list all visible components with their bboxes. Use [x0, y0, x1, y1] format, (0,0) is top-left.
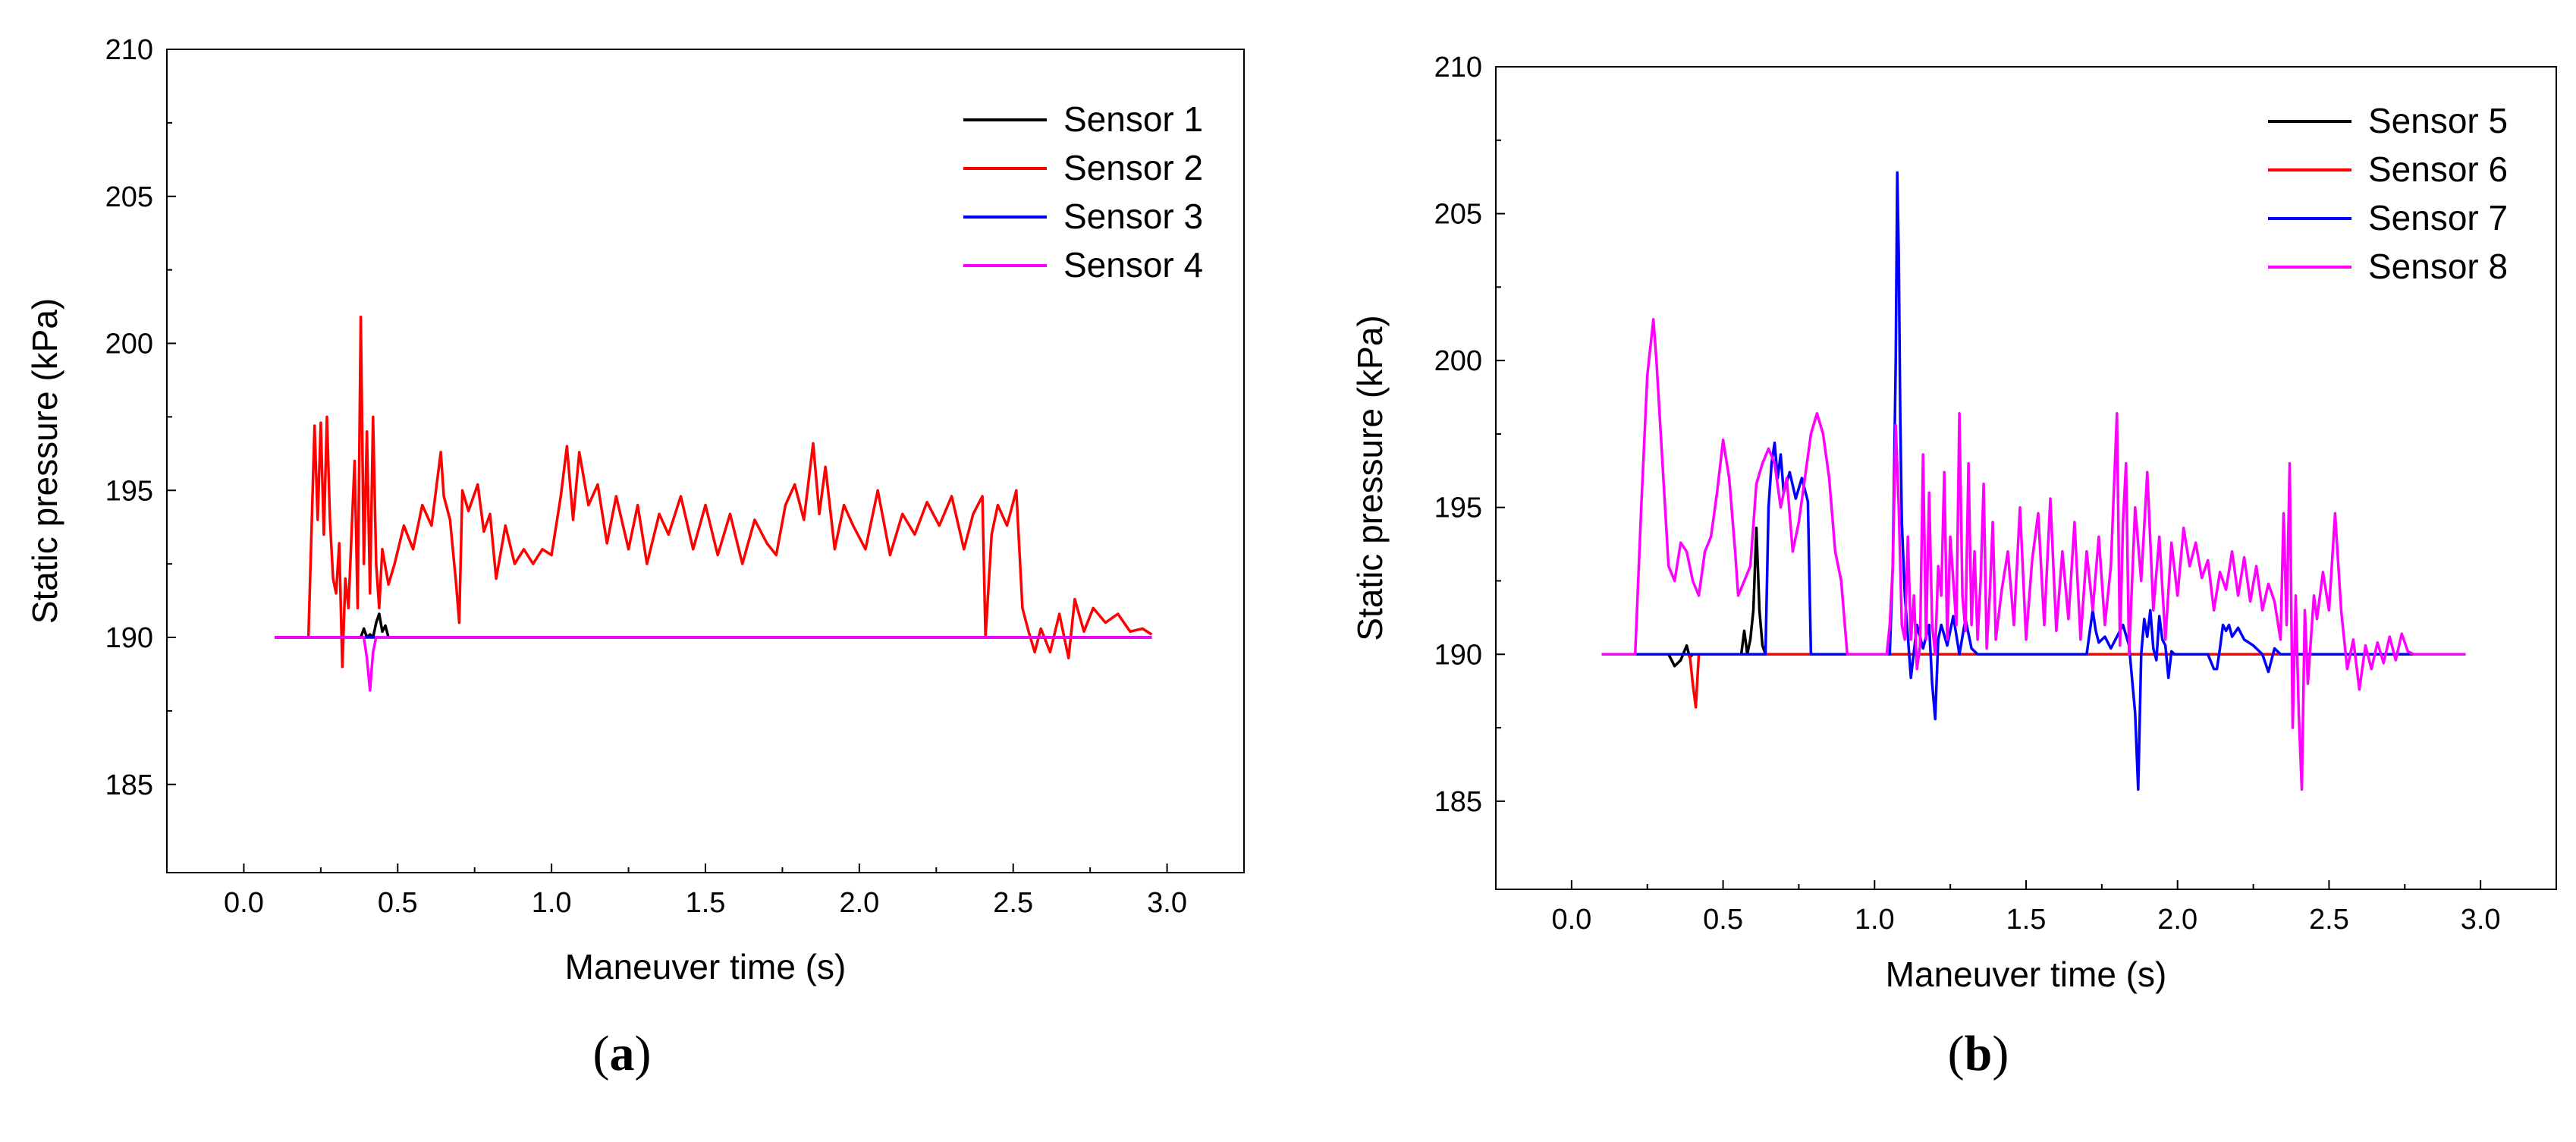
y-tick-label-a: 185 [105, 769, 153, 801]
x-tick-label-b: 2.5 [2309, 904, 2349, 936]
y-tick-label-a: 205 [105, 181, 153, 213]
legend-label-sensor-2: Sensor 2 [1063, 148, 1203, 187]
series-line-sensor-6 [1601, 653, 2466, 709]
legend-a: Sensor 1 Sensor 2 Sensor 3 Sensor 4 [963, 99, 1203, 285]
x-tick-label-b: 3.0 [2461, 904, 2501, 936]
legend-label-sensor-4: Sensor 4 [1063, 245, 1203, 285]
y-axis-label-b: Static pressure (kPa) [1350, 315, 1390, 640]
x-tick-label-b: 0.0 [1551, 904, 1591, 936]
x-tick-label-a: 0.0 [224, 887, 264, 919]
caption-letter: a [610, 1026, 635, 1081]
x-tick-label-b: 0.5 [1703, 904, 1743, 936]
y-tick-label-a: 190 [105, 622, 153, 654]
x-tick-label-a: 1.5 [686, 887, 726, 919]
caption-letter: b [1965, 1026, 1993, 1081]
chart-panel-b: 0.0 0.5 1.0 1.5 2.0 2.5 3.0 185 190 195 200 205 210 M… [1350, 52, 2557, 1081]
y-tick-label-b: 210 [1434, 52, 1482, 83]
chart-panel-a: 0.0 0.5 1.0 1.5 2.0 2.5 3.0 185 190 195 200 205 210 M… [25, 34, 1245, 1081]
panel-caption-b: (b) [1948, 1026, 2009, 1081]
legend-label-sensor-3: Sensor 3 [1063, 197, 1203, 236]
legend-label-sensor-8: Sensor 8 [2368, 247, 2508, 286]
y-tick-label-a: 195 [105, 475, 153, 507]
series-line-sensor-1 [275, 612, 1152, 639]
x-axis-label-a: Maneuver time (s) [565, 947, 847, 986]
series-line-sensor-2 [275, 315, 1153, 669]
y-tick-label-b: 185 [1434, 786, 1482, 818]
x-tick-label-a: 0.5 [378, 887, 418, 919]
series-line-sensor-8 [1601, 318, 2466, 791]
y-tick-label-b: 205 [1434, 199, 1482, 231]
series-line-sensor-7 [1601, 171, 2466, 791]
x-tick-label-a: 2.5 [993, 887, 1033, 919]
series-group-a [275, 315, 1153, 692]
legend-label-sensor-6: Sensor 6 [2368, 149, 2508, 189]
legend-b: Sensor 5 Sensor 6 Sensor 7 Sensor 8 [2268, 101, 2508, 286]
y-tick-label-a: 210 [105, 34, 153, 66]
caption-close-paren: ) [635, 1026, 652, 1081]
legend-label-sensor-7: Sensor 7 [2368, 198, 2508, 238]
x-tick-label-b: 2.0 [2157, 904, 2197, 936]
y-axis-label-a: Static pressure (kPa) [25, 298, 64, 624]
series-group-b [1601, 171, 2466, 791]
panel-caption-a: (a) [593, 1026, 652, 1081]
x-tick-label-b: 1.0 [1855, 904, 1895, 936]
legend-label-sensor-1: Sensor 1 [1063, 99, 1203, 139]
caption-open-paren: ( [1948, 1026, 1965, 1081]
series-line-sensor-4 [275, 636, 1152, 692]
x-tick-label-b: 1.5 [2006, 904, 2047, 936]
y-tick-label-a: 200 [105, 329, 153, 360]
plot-frame-b [1495, 66, 2557, 890]
caption-close-paren: ) [1992, 1026, 2009, 1081]
y-tick-label-b: 190 [1434, 639, 1482, 671]
y-tick-label-b: 195 [1434, 492, 1482, 524]
x-axis-label-b: Maneuver time (s) [1886, 955, 2167, 994]
x-tick-label-a: 2.0 [839, 887, 879, 919]
y-tick-label-b: 200 [1434, 345, 1482, 377]
legend-label-sensor-5: Sensor 5 [2368, 101, 2508, 140]
x-tick-label-a: 1.0 [532, 887, 572, 919]
caption-open-paren: ( [593, 1026, 610, 1081]
x-tick-label-a: 3.0 [1147, 887, 1187, 919]
